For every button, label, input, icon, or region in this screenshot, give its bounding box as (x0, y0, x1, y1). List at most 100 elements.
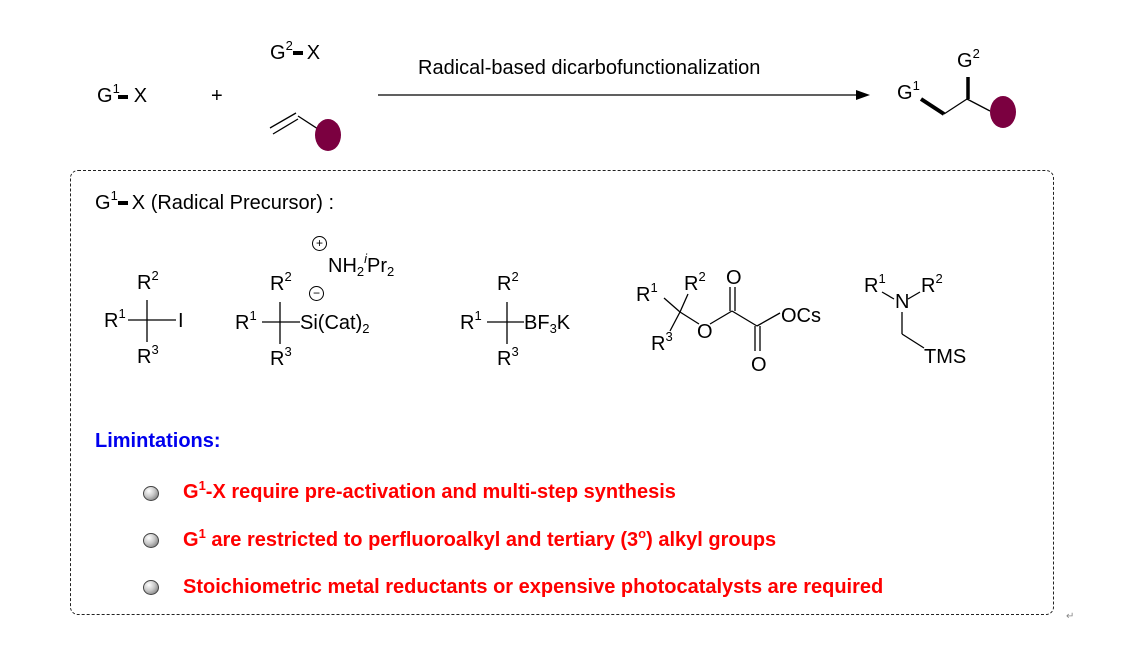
r: R (497, 273, 512, 295)
r: R (636, 284, 651, 306)
r: R (651, 333, 666, 355)
r2-label: R2 (137, 269, 159, 294)
bullet-icon (143, 533, 159, 548)
g-label: G (270, 42, 286, 64)
product-g1: G1 (897, 79, 920, 104)
r: R (137, 346, 152, 368)
g-label: G (957, 50, 973, 72)
bf: BF (524, 312, 550, 334)
text: ) alkyl groups (646, 529, 777, 551)
r2-label: R2 (684, 270, 706, 295)
product-bond (943, 98, 968, 115)
sup: 2 (284, 269, 292, 284)
r3-label: R3 (137, 343, 159, 368)
si: Si(Cat) (300, 312, 363, 334)
x-label: X (133, 85, 148, 107)
g: G (183, 481, 199, 503)
g: G (183, 529, 199, 551)
sup: 1 (198, 526, 206, 541)
oxalate-bonds (663, 287, 781, 351)
r: R (104, 310, 119, 332)
r: R (921, 275, 936, 297)
ocs-label: OCs (781, 305, 821, 327)
x-label: X (306, 42, 321, 64)
r2-label: R2 (497, 270, 519, 295)
r: R (270, 273, 285, 295)
r: R (460, 312, 475, 334)
text: -X require pre-activation and multi-step… (205, 481, 676, 503)
limitations-title: Limintations: (95, 430, 221, 452)
ester-oxygen: O (697, 321, 713, 343)
sup: 3 (665, 329, 673, 344)
reagent-g1-x: G1 X (97, 82, 148, 107)
r: R (235, 312, 250, 334)
g-label: G (97, 85, 113, 107)
bullet-icon (143, 580, 159, 595)
cation-label: NH2iPr2 (328, 252, 394, 279)
r2-label: R2 (270, 270, 292, 295)
carbonyl-oxygen-top: O (726, 267, 742, 289)
paragraph-mark: ↵ (1066, 611, 1075, 622)
g-label: G (897, 82, 913, 104)
product-bond-sub (966, 98, 991, 112)
tms-label: TMS (924, 346, 967, 368)
iodide-bonds (128, 300, 176, 342)
borate-bonds (487, 302, 524, 344)
nh: NH (328, 255, 357, 277)
superscript: 2 (285, 38, 293, 53)
r3-label: R3 (270, 345, 292, 369)
superscript: 1 (112, 81, 120, 96)
superscript: 1 (912, 78, 920, 93)
alkene-single-bond (297, 115, 319, 130)
arrow-head (856, 90, 870, 100)
limitation-item: G1-X require pre-activation and multi-st… (183, 479, 676, 504)
bullet-icon (143, 486, 159, 501)
superscript: 1 (110, 188, 118, 203)
r1-label: R1 (460, 309, 482, 334)
plus-sign: + (211, 85, 223, 107)
silicate-bonds (262, 302, 300, 344)
sup: 3 (511, 344, 519, 359)
sup: 1 (249, 308, 257, 323)
r3-label: R3 (651, 330, 673, 355)
product-substituent-circle (990, 96, 1016, 128)
sup: 3 (151, 342, 159, 357)
substituent-circle (315, 119, 341, 151)
precursor-heading: G1 X (Radical Precursor) : (95, 189, 335, 214)
r: R (684, 273, 699, 295)
bf3k-label: BF3K (524, 312, 571, 336)
r1-label: R1 (864, 272, 886, 296)
r2-label: R2 (921, 272, 943, 297)
positive-charge-icon: + (312, 236, 327, 251)
r1-label: R1 (636, 281, 658, 306)
g-label: G (95, 192, 111, 214)
k: K (556, 312, 571, 334)
limitation-item: G1 are restricted to perfluoroalkyl and … (183, 526, 777, 552)
superscript: 2 (972, 46, 980, 61)
sup: 2 (511, 269, 519, 284)
nitrogen-label: N (895, 291, 910, 313)
sup: 2 (935, 271, 943, 286)
sup: 2 (698, 269, 706, 284)
r: R (137, 272, 152, 294)
product-bond-g1 (919, 97, 946, 116)
precursor-dashed-box (70, 170, 1054, 615)
r: R (497, 348, 512, 370)
sup: 1 (474, 308, 482, 323)
sup: 2 (151, 268, 159, 283)
iodine-label: I (178, 310, 184, 332)
pr: Pr (367, 255, 388, 277)
sup: o (638, 526, 647, 541)
arrow-label: Radical-based dicarbofunctionalization (418, 57, 761, 79)
sup: 1 (878, 271, 886, 286)
sup: 3 (284, 344, 292, 359)
text: Stoichiometric metal reductants or expen… (183, 576, 884, 598)
limitation-item: Stoichiometric metal reductants or expen… (183, 576, 883, 599)
silylamine-bonds (881, 291, 925, 349)
r3-label: R3 (497, 345, 519, 370)
sub: 3 (549, 321, 557, 336)
heading-text: X (Radical Precursor) : (131, 192, 335, 214)
sub: 2 (356, 264, 365, 279)
